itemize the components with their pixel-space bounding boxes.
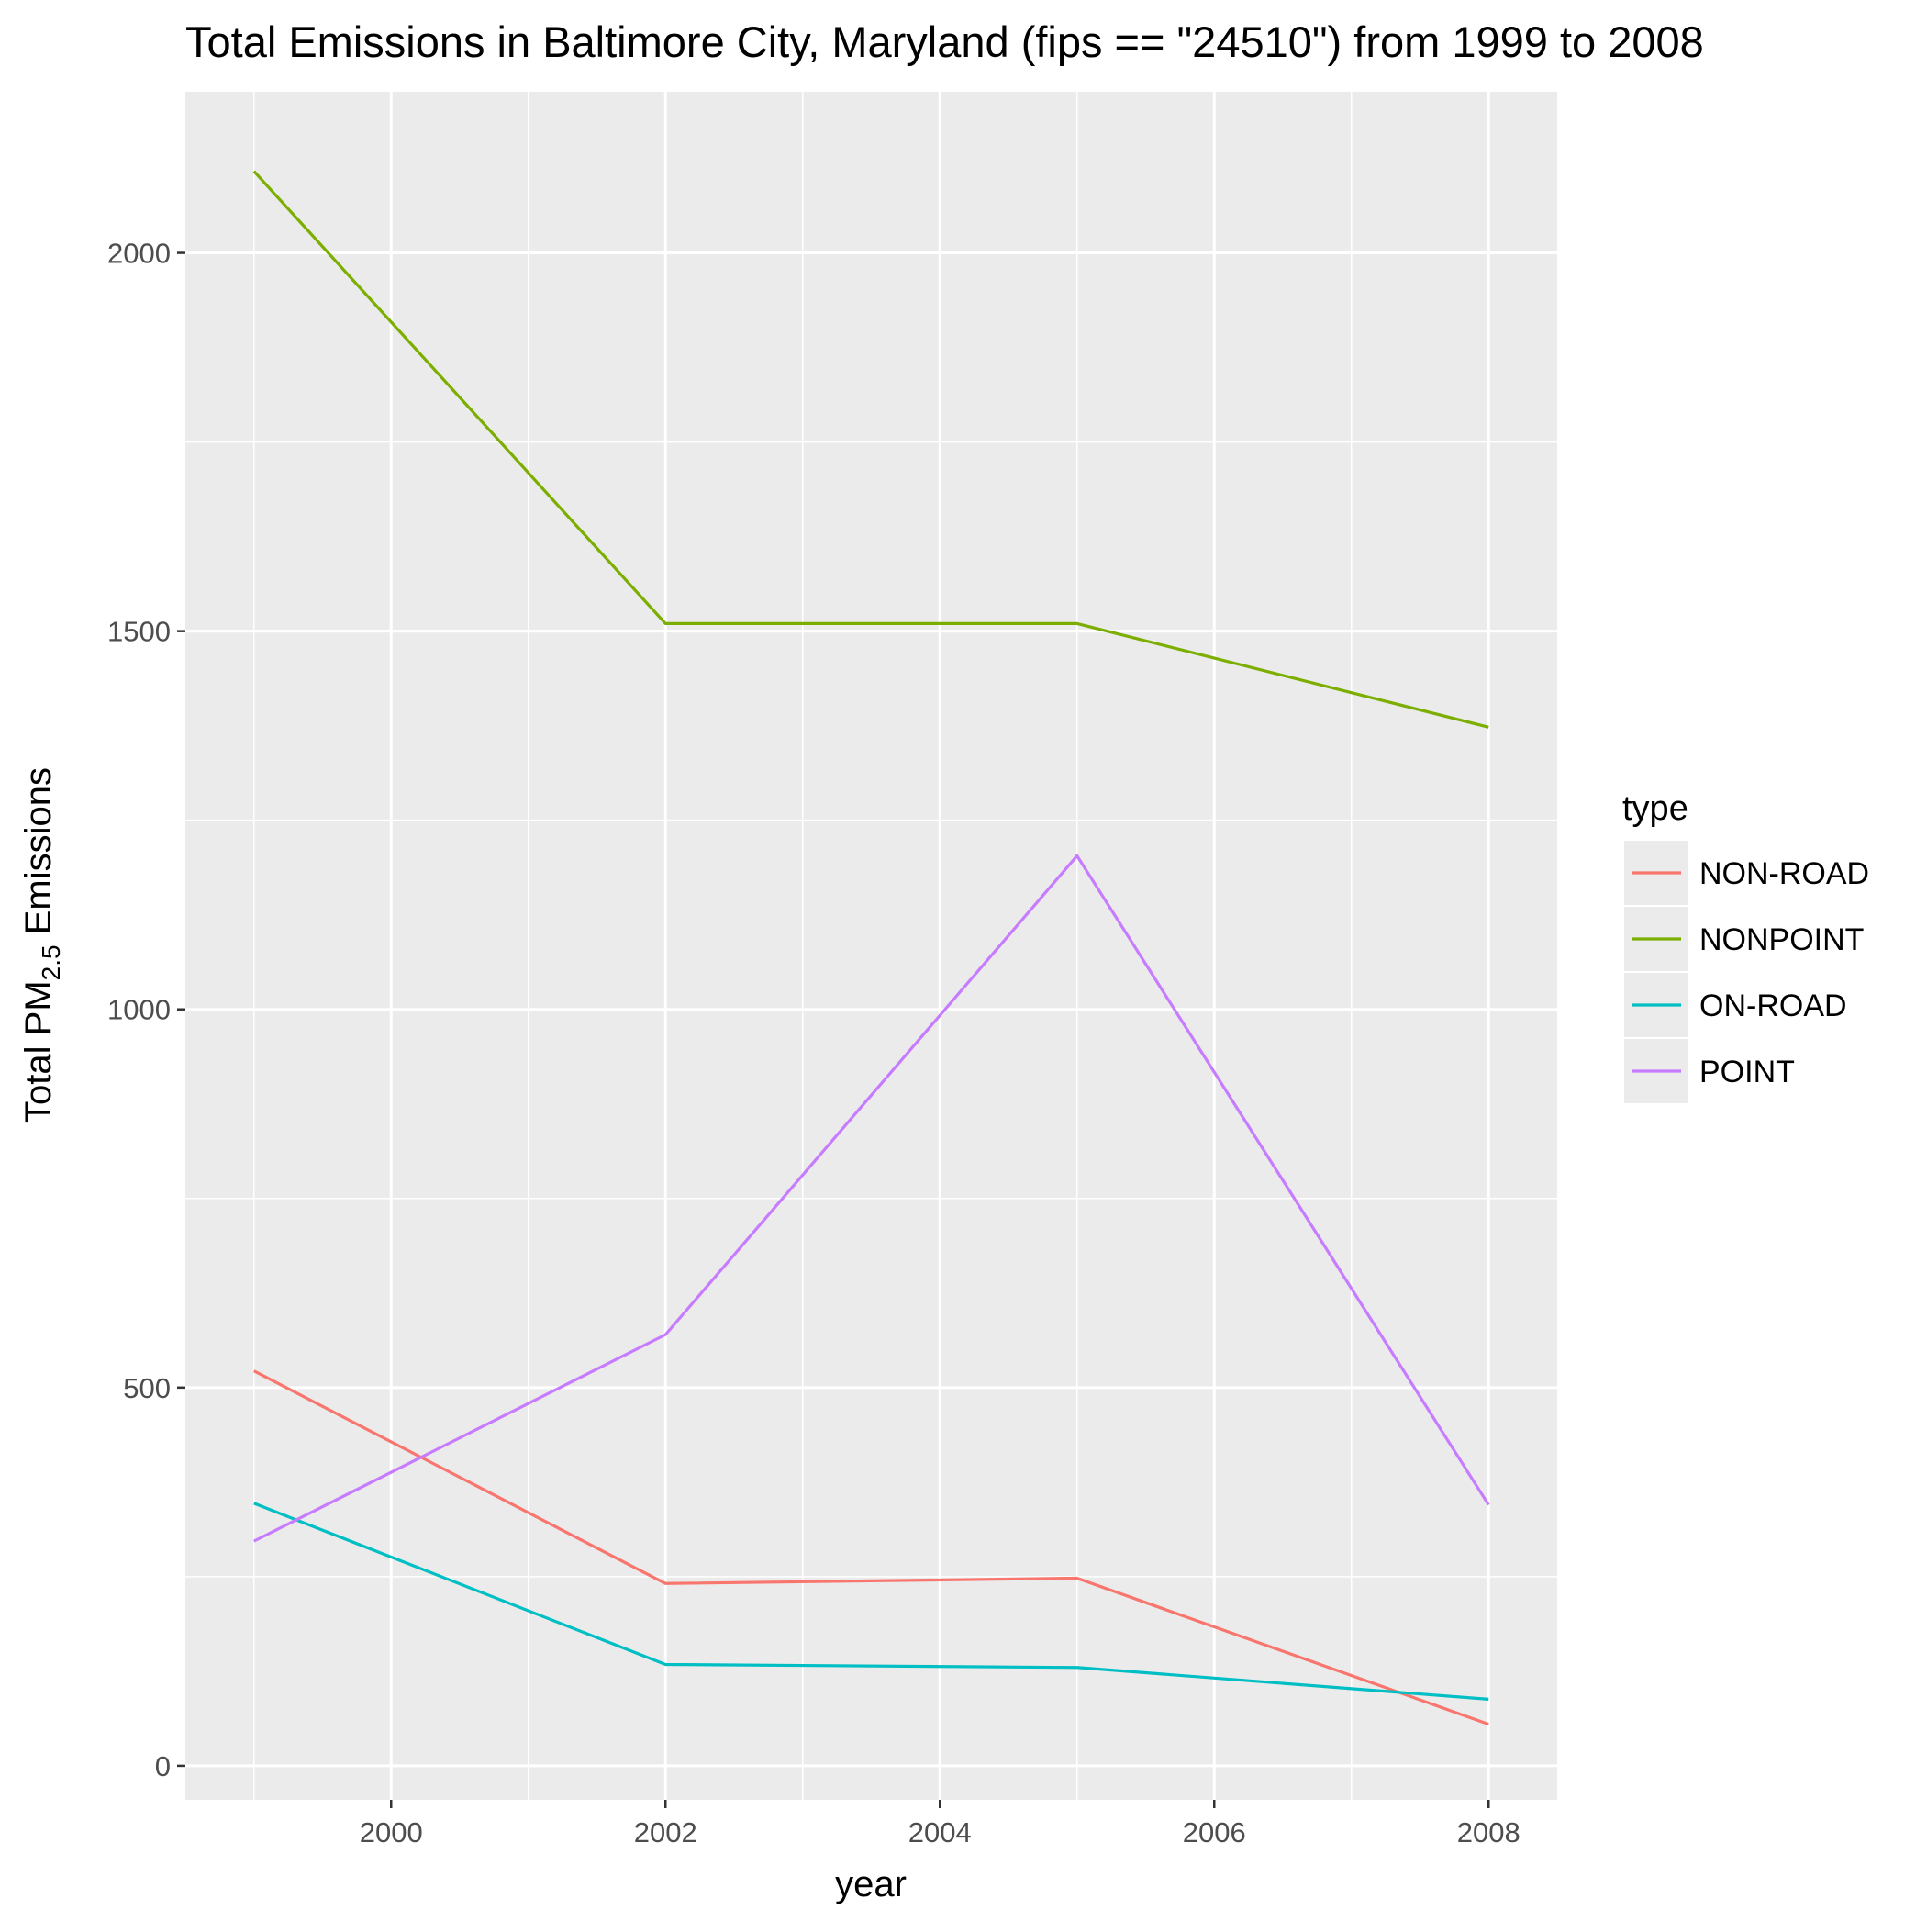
legend-label: NON-ROAD [1699, 856, 1869, 891]
minor-gridlines [185, 92, 1557, 1800]
legend-item-non-road: NON-ROAD [1624, 841, 1869, 905]
y-tick-label: 2000 [107, 238, 171, 270]
plot-panel [185, 92, 1557, 1800]
legend-item-nonpoint: NONPOINT [1624, 907, 1864, 971]
y-tick-label: 1500 [107, 616, 171, 648]
major-gridlines [185, 92, 1557, 1800]
legend-item-point: POINT [1624, 1039, 1795, 1103]
y-tick-label: 500 [123, 1372, 171, 1404]
legend-items: NON-ROAD NONPOINT ON-ROAD POINT [1624, 841, 1869, 1103]
y-tick-label: 0 [155, 1750, 171, 1782]
x-tick-label: 2006 [1183, 1816, 1246, 1848]
series-line-on-road [253, 1502, 1489, 1701]
y-axis-title: Total PM2.5 Emissions [18, 767, 65, 1123]
series-line-non-road [253, 1369, 1489, 1726]
series-lines [252, 170, 1490, 1726]
legend-label: NONPOINT [1699, 922, 1864, 957]
y-tick-label: 1000 [107, 994, 171, 1026]
legend: type NON-ROAD NONPOINT ON-ROAD POINT [1622, 789, 1869, 1103]
x-tick-label: 2000 [360, 1816, 423, 1848]
x-tick-label: 2002 [634, 1816, 697, 1848]
x-axis-title: year [835, 1864, 907, 1904]
legend-label: POINT [1699, 1055, 1795, 1089]
legend-item-on-road: ON-ROAD [1624, 973, 1847, 1037]
series-line-nonpoint [252, 170, 1489, 729]
y-axis-title-prefix: Total PM [18, 980, 59, 1123]
series-line-point [253, 854, 1490, 1543]
legend-title: type [1622, 789, 1688, 828]
x-axis: 2000 2002 2004 2006 2008 [360, 1800, 1520, 1848]
y-axis: 0 500 1000 1500 2000 [107, 238, 185, 1782]
x-tick-label: 2008 [1457, 1816, 1520, 1848]
chart-title: Total Emissions in Baltimore City, Maryl… [185, 17, 1704, 66]
x-tick-label: 2004 [908, 1816, 972, 1848]
y-axis-title-suffix: Emissions [18, 767, 59, 944]
legend-label: ON-ROAD [1699, 988, 1847, 1023]
y-axis-title-subscript: 2.5 [37, 944, 65, 980]
